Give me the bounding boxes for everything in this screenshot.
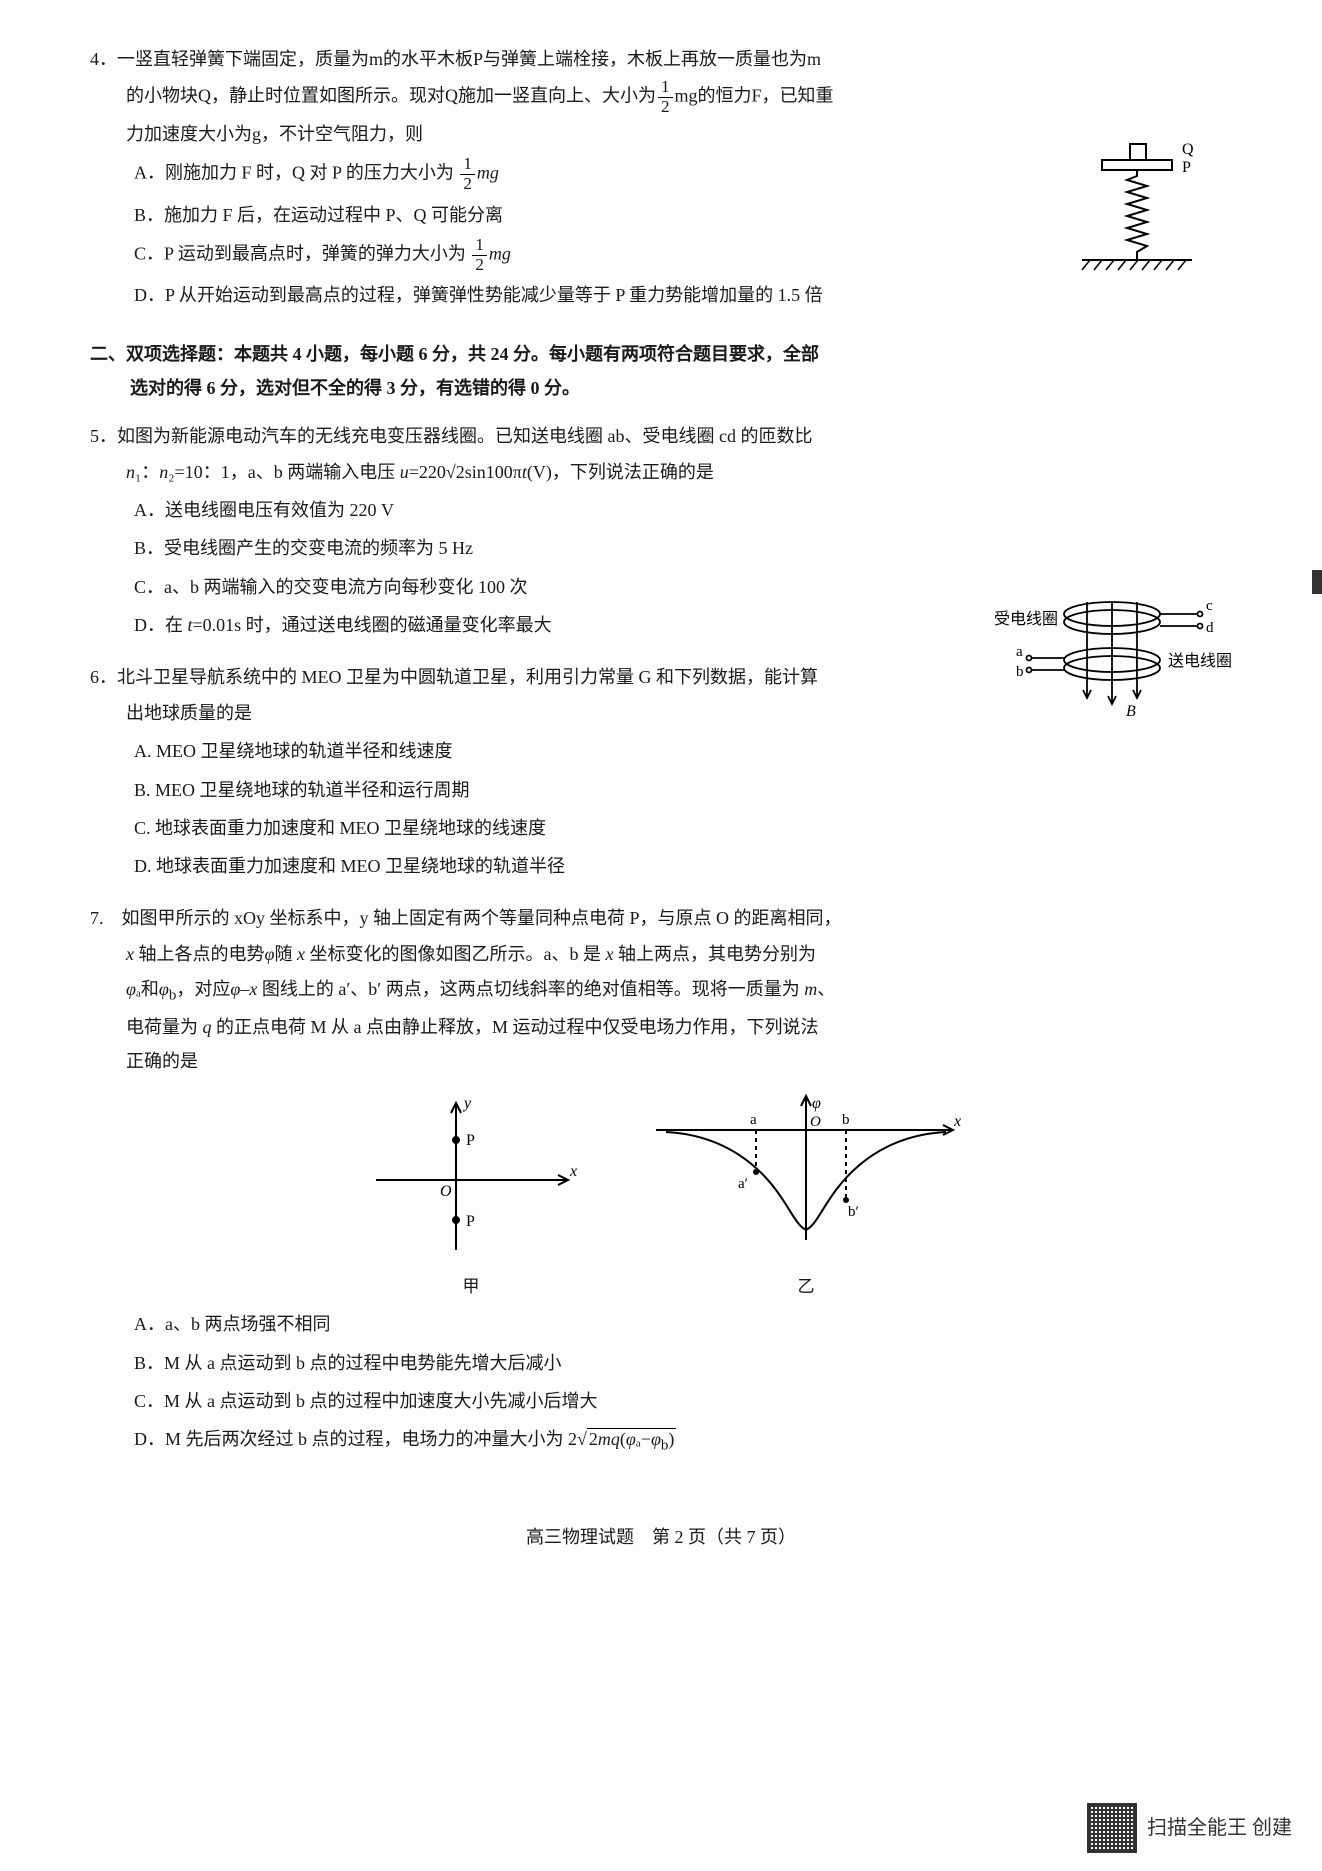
label-receive-coil: 受电线圈 [994, 610, 1058, 628]
q7-option-a: A．a、b 两点场强不相同 [134, 1307, 1232, 1341]
label-b: b [842, 1112, 850, 1128]
q5-number: 5． [90, 426, 117, 446]
label-d: d [1206, 620, 1214, 636]
xoy-axes-diagram: y x O P P [356, 1090, 586, 1260]
q6-line1: 6．北斗卫星导航系统中的 MEO 卫星为中圆轨道卫星，利用引力常量 G 和下列数… [90, 660, 1232, 694]
spring-diagram: Q P [1042, 140, 1212, 290]
q7-option-b: B．M 从 a 点运动到 b 点的过程中电势能先增大后减小 [134, 1346, 1232, 1380]
q7-option-c: C．M 从 a 点运动到 b 点的过程中加速度大小先减小后增大 [134, 1384, 1232, 1418]
phi-x-graph: φ x O a b a′ b′ [646, 1090, 966, 1260]
label-phi: φ [812, 1095, 821, 1112]
question-6: 6．北斗卫星导航系统中的 MEO 卫星为中圆轨道卫星，利用引力常量 G 和下列数… [90, 660, 1232, 883]
label-a: a [1016, 644, 1023, 660]
page-footer: 高三物理试题 第 2 页（共 7 页） [90, 1520, 1232, 1554]
q6-option-b: B. MEO 卫星绕地球的轨道半径和运行周期 [134, 773, 1232, 807]
q7-figures: y x O P P 甲 [90, 1090, 1232, 1303]
q7-panel-1: y x O P P 甲 [356, 1090, 586, 1303]
q7-options: A．a、b 两点场强不相同 B．M 从 a 点运动到 b 点的过程中电势能先增大… [90, 1307, 1232, 1460]
q7-line5: 正确的是 [126, 1044, 1232, 1078]
label-P: P [1182, 159, 1191, 176]
panel-2-name: 乙 [646, 1271, 966, 1303]
q6-option-c: C. 地球表面重力加速度和 MEO 卫星绕地球的线速度 [134, 811, 1232, 845]
q7-line3: φₐ和φb，对应φ–x 图线上的 a′、b′ 两点，这两点切线斜率的绝对值相等。… [126, 972, 1232, 1010]
label-c: c [1206, 598, 1213, 614]
exam-page: 4．一竖直轻弹簧下端固定，质量为m的水平木板P与弹簧上端栓接，木板上再放一质量也… [0, 0, 1322, 1871]
label-O: O [440, 1183, 452, 1200]
label-a-prime: a′ [738, 1176, 748, 1192]
q7-line4: 电荷量为 q 的正点电荷 M 从 a 点由静止释放，M 运动过程中仅受电场力作用… [126, 1010, 1232, 1044]
q5-line2: n₁：n₂=10：1，a、b 两端输入电压 u=220√2sin100πt(V)… [126, 455, 1232, 489]
q4-line1: 4．一竖直轻弹簧下端固定，质量为m的水平木板P与弹簧上端栓接，木板上再放一质量也… [90, 42, 1232, 76]
label-O2: O [810, 1114, 821, 1130]
label-b-prime: b′ [848, 1204, 859, 1220]
label-Q: Q [1182, 141, 1194, 158]
q7-line1: 7. 如图甲所示的 xOy 坐标系中，y 轴上固定有两个等量同种点电荷 P，与原… [90, 901, 1232, 935]
q5-option-a: A．送电线圈电压有效值为 220 V [134, 493, 1232, 527]
qr-icon [1087, 1803, 1137, 1853]
fraction-half: 12 [460, 155, 475, 194]
q6-options: A. MEO 卫星绕地球的轨道半径和线速度 B. MEO 卫星绕地球的轨道半径和… [90, 734, 1232, 883]
q5-option-b: B．受电线圈产生的交变电流的频率为 5 Hz [134, 531, 1232, 565]
question-7: 7. 如图甲所示的 xOy 坐标系中，y 轴上固定有两个等量同种点电荷 P，与原… [90, 901, 1232, 1460]
q4-line2: 的小物块Q，静止时位置如图所示。现对Q施加一竖直向上、大小为12mg的恒力F，已… [126, 78, 1232, 117]
fraction-half: 12 [658, 78, 673, 117]
watermark-text: 扫描全能王 创建 [1147, 1809, 1292, 1847]
label-x2: x [953, 1113, 961, 1130]
label-P-bottom: P [466, 1213, 475, 1230]
section-2-line2: 选对的得 6 分，选对但不全的得 3 分，有选错的得 0 分。 [90, 371, 1232, 405]
label-a: a [750, 1112, 757, 1128]
q6-number: 6． [90, 667, 117, 687]
label-y: y [462, 1095, 472, 1112]
fraction-half: 12 [472, 236, 487, 275]
q7-panel-2: φ x O a b a′ b′ 乙 [646, 1090, 966, 1303]
section-2-line1: 二、双项选择题：本题共 4 小题，每小题 6 分，共 24 分。每小题有两项符合… [90, 337, 1232, 371]
q6-option-a: A. MEO 卫星绕地球的轨道半径和线速度 [134, 734, 1232, 768]
q7-option-d: D．M 先后两次经过 b 点的过程，电场力的冲量大小为 2√2mq(φₐ−φb) [134, 1422, 1232, 1460]
q6-option-d: D. 地球表面重力加速度和 MEO 卫星绕地球的轨道半径 [134, 849, 1232, 883]
label-P-top: P [466, 1132, 475, 1149]
right-margin-mark [1312, 570, 1322, 594]
q7-line2: x 轴上各点的电势φ随 x 坐标变化的图像如图乙所示。a、b 是 x 轴上两点，… [126, 937, 1232, 971]
q4-number: 4． [90, 49, 117, 69]
panel-1-name: 甲 [356, 1271, 586, 1303]
scanner-watermark: 扫描全能王 创建 [1087, 1803, 1292, 1853]
section-2-header: 二、双项选择题：本题共 4 小题，每小题 6 分，共 24 分。每小题有两项符合… [90, 337, 1232, 405]
q5-line1: 5．如图为新能源电动汽车的无线充电变压器线圈。已知送电线圈 ab、受电线圈 cd… [90, 419, 1232, 453]
label-x: x [569, 1163, 577, 1180]
q7-number: 7. [90, 908, 104, 928]
q6-line2: 出地球质量的是 [126, 696, 1232, 730]
